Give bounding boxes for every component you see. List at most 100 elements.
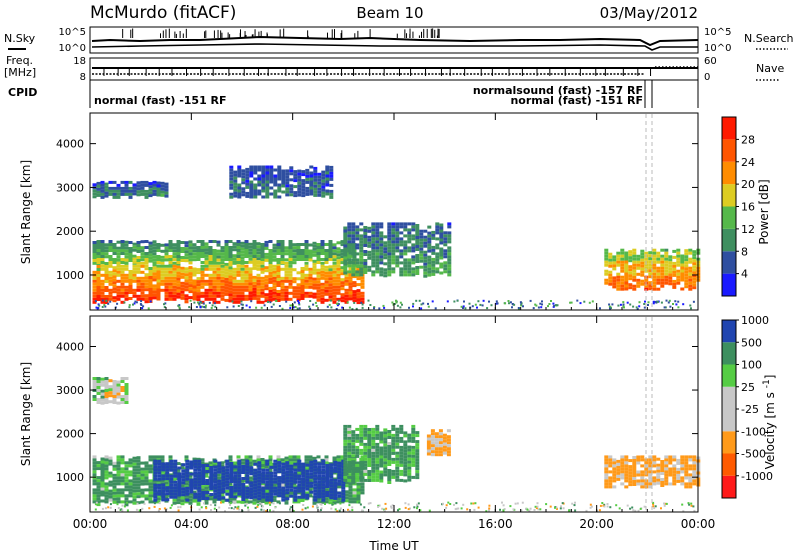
data-cell (233, 191, 238, 195)
data-cell (140, 192, 145, 196)
data-cell (632, 257, 637, 261)
data-cell (184, 482, 189, 486)
data-cell (379, 222, 384, 226)
data-cell (351, 472, 356, 476)
data-cell (363, 244, 368, 247)
data-cell (236, 264, 241, 268)
data-cell (347, 261, 352, 265)
data-cell (128, 279, 133, 282)
data-cell (140, 183, 145, 187)
data-cell (172, 243, 177, 247)
data-cell (201, 497, 206, 500)
data-cell (128, 250, 133, 253)
data-cell (196, 268, 201, 272)
data-cell (343, 262, 348, 266)
scatter-cell (245, 503, 248, 506)
data-cell (120, 249, 125, 252)
data-cell (620, 275, 625, 279)
data-cell (277, 491, 282, 495)
data-cell (692, 458, 697, 462)
data-cell (608, 264, 613, 268)
data-cell (193, 486, 198, 490)
data-cell (300, 273, 305, 276)
data-cell (336, 288, 341, 292)
data-cell (208, 240, 213, 243)
data-cell (628, 474, 633, 478)
data-cell (268, 467, 273, 471)
scatter-cell (407, 503, 410, 506)
data-cell (620, 254, 625, 258)
data-cell (277, 174, 282, 178)
data-cell (672, 455, 677, 459)
data-cell (292, 292, 297, 296)
data-cell (328, 280, 333, 284)
data-cell (213, 492, 218, 496)
data-cell (304, 249, 309, 252)
data-cell (321, 173, 326, 177)
data-cell (356, 491, 361, 495)
data-cell (196, 283, 201, 287)
data-cell (442, 442, 447, 446)
data-cell (128, 180, 133, 184)
data-cell (152, 269, 157, 273)
data-cell (325, 464, 330, 467)
data-cell (387, 258, 392, 262)
data-cell (336, 297, 341, 301)
scatter-cell (555, 506, 558, 509)
data-cell (343, 265, 348, 269)
scatter-cell (292, 510, 295, 512)
data-cell (253, 471, 258, 475)
data-cell (272, 282, 277, 286)
data-cell (308, 255, 313, 259)
data-cell (628, 480, 633, 484)
data-cell (253, 189, 258, 193)
data-cell (285, 479, 290, 483)
data-cell (184, 288, 189, 292)
data-cell (355, 466, 360, 470)
data-cell (132, 483, 137, 487)
data-cell (333, 463, 338, 467)
data-cell (208, 255, 213, 258)
data-cell (260, 252, 265, 255)
data-cell (316, 500, 321, 504)
data-cell (375, 472, 380, 476)
scatter-cell (591, 300, 594, 303)
data-cell (434, 453, 439, 457)
scatter-cell (468, 302, 471, 305)
colorbar-segment (722, 251, 736, 274)
data-cell (257, 494, 262, 498)
data-cell (161, 486, 166, 490)
data-cell (692, 479, 697, 483)
data-cell (100, 252, 105, 255)
data-cell (616, 254, 621, 258)
scatter-cell (290, 506, 293, 509)
data-cell (232, 267, 237, 271)
scatter-cell (532, 307, 535, 310)
data-cell (100, 297, 105, 301)
data-cell (144, 189, 149, 193)
data-cell (224, 262, 229, 266)
data-cell (320, 270, 325, 274)
data-cell (156, 243, 161, 246)
data-cell (359, 234, 364, 238)
data-cell (152, 287, 157, 291)
data-cell (321, 480, 326, 484)
scatter-cell (336, 510, 339, 513)
data-cell (104, 265, 109, 268)
scatter-cell (428, 509, 431, 512)
data-cell (316, 292, 321, 296)
data-cell (612, 279, 617, 283)
data-cell (189, 466, 194, 470)
data-cell (100, 481, 105, 485)
data-cell (285, 464, 290, 468)
data-cell (92, 473, 97, 477)
data-cell (152, 275, 157, 279)
data-cell (216, 300, 221, 304)
data-cell (256, 242, 261, 246)
data-cell (442, 433, 447, 437)
data-cell (411, 457, 416, 461)
data-cell (153, 477, 158, 481)
data-cell (292, 255, 297, 259)
data-cell (224, 255, 229, 258)
data-cell (148, 464, 153, 468)
